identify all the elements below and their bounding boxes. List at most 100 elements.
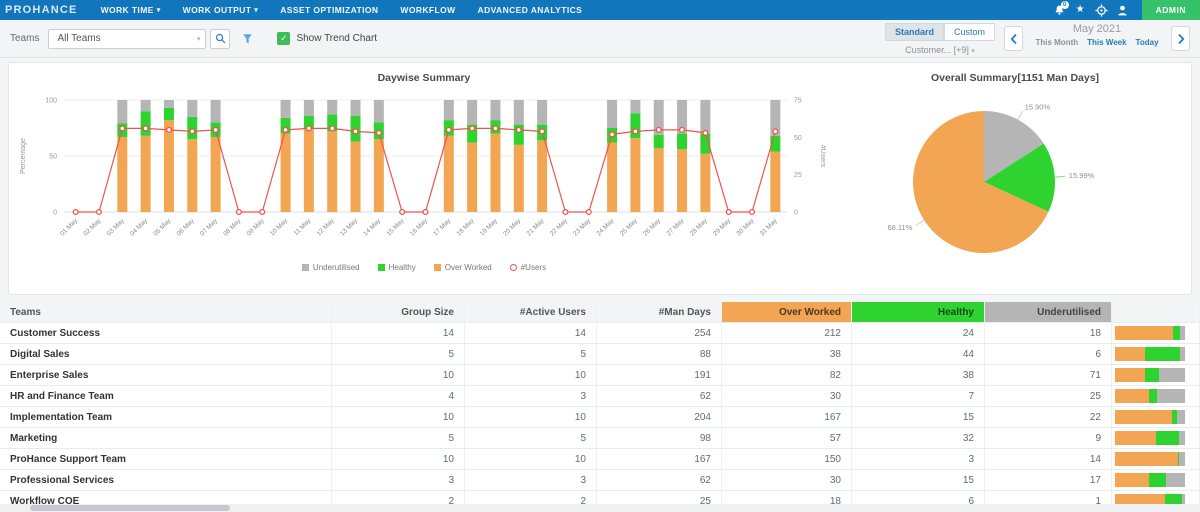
- scrollbar-thumb[interactable]: [30, 505, 230, 511]
- app-logo[interactable]: PROHANCE: [0, 4, 90, 16]
- nav-item-workflow[interactable]: WORKFLOW: [389, 0, 466, 20]
- cell-active-users: 5: [465, 344, 597, 364]
- chevron-down-icon: ▾: [157, 6, 161, 14]
- legend-item-healthy[interactable]: Healthy: [378, 263, 416, 272]
- legend-item-underutilised[interactable]: Underutilised: [302, 263, 360, 272]
- legend-label: Over Worked: [445, 263, 492, 272]
- prev-period-button[interactable]: [1004, 26, 1023, 51]
- show-trend-chart-checkbox[interactable]: ✓: [277, 32, 290, 45]
- chevron-down-icon: ▾: [971, 48, 975, 55]
- cell-group-size: 10: [332, 407, 465, 427]
- header-underutilised: Underutilised: [985, 302, 1112, 322]
- cell-underutilised: 18: [985, 323, 1112, 343]
- search-button[interactable]: [210, 29, 230, 49]
- period-link-today[interactable]: Today: [1136, 38, 1159, 47]
- user-profile-icon[interactable]: [1112, 0, 1133, 20]
- cell-healthy: 38: [852, 365, 985, 385]
- tab-custom[interactable]: Custom: [944, 23, 995, 41]
- svg-text:0: 0: [53, 210, 57, 217]
- bar-segment-underutilised: [700, 100, 710, 134]
- users-line-marker: [283, 127, 288, 132]
- users-line-marker: [400, 210, 405, 215]
- cell-team-name: Enterprise Sales: [0, 365, 332, 385]
- table-row-digital-sales[interactable]: Digital Sales558838446: [0, 344, 1200, 365]
- table-row-implementation-team[interactable]: Implementation Team10102041671522: [0, 407, 1200, 428]
- cell-team-name: HR and Finance Team: [0, 386, 332, 406]
- svg-text:75: 75: [794, 98, 802, 105]
- header-healthy: Healthy: [852, 302, 985, 322]
- teams-select[interactable]: All Teams ▾: [48, 29, 206, 49]
- cell-man-days: 167: [597, 449, 722, 469]
- bar-segment-healthy: [141, 111, 151, 136]
- svg-text:03 May: 03 May: [106, 217, 127, 238]
- top-nav: PROHANCE WORK TIME▾WORK OUTPUT▾ASSET OPT…: [0, 0, 1200, 20]
- bar-segment-underutilised: [374, 100, 384, 122]
- table-row-marketing[interactable]: Marketing559857329: [0, 428, 1200, 449]
- svg-text:28 May: 28 May: [689, 217, 710, 238]
- distribution-segment-underutilised: [1157, 389, 1185, 403]
- users-line-marker: [610, 132, 615, 137]
- svg-text:30 May: 30 May: [735, 217, 756, 238]
- users-line-marker: [470, 126, 475, 131]
- daywise-legend: Underutilised Healthy Over Worked #Users: [9, 263, 839, 272]
- filter-button[interactable]: [242, 33, 253, 45]
- cell-healthy: 15: [852, 470, 985, 490]
- period-link-this-week[interactable]: This Week: [1087, 38, 1126, 47]
- favorites-star-icon[interactable]: ★: [1070, 0, 1091, 20]
- header-man-days: #Man Days: [597, 302, 722, 322]
- notifications-bell-icon[interactable]: 0: [1049, 0, 1070, 20]
- tab-standard[interactable]: Standard: [885, 23, 944, 41]
- nav-item-work-time[interactable]: WORK TIME▾: [90, 0, 172, 20]
- table-row-professional-services[interactable]: Professional Services3362301517: [0, 470, 1200, 491]
- distribution-segment-healthy: [1173, 326, 1180, 340]
- bar-segment-underutilised: [444, 100, 454, 120]
- cell-active-users: 10: [465, 407, 597, 427]
- teams-select-value: All Teams: [57, 33, 100, 44]
- users-line-marker: [167, 127, 172, 132]
- table-row-enterprise-sales[interactable]: Enterprise Sales1010191823871: [0, 365, 1200, 386]
- distribution-bar: [1115, 368, 1185, 382]
- legend-item-users[interactable]: #Users: [510, 263, 546, 272]
- bar-segment-underutilised: [164, 100, 174, 108]
- legend-circle-swatch: [510, 264, 517, 271]
- svg-text:15 May: 15 May: [386, 217, 407, 238]
- period-block: May 2021 This MonthThis WeekToday: [1032, 23, 1162, 47]
- distribution-segment-over-worked: [1115, 368, 1145, 382]
- bar-segment-over-worked: [654, 148, 664, 212]
- bar-segment-underutilised: [327, 100, 337, 115]
- cell-man-days: 62: [597, 470, 722, 490]
- bar-segment-over-worked: [281, 134, 291, 212]
- cell-group-size: 5: [332, 344, 465, 364]
- header-over-worked: Over Worked: [722, 302, 852, 322]
- users-line-marker: [656, 127, 661, 132]
- users-line-marker: [260, 210, 265, 215]
- nav-item-work-output[interactable]: WORK OUTPUT▾: [172, 0, 270, 20]
- table-row-customer-success[interactable]: Customer Success14142542122418: [0, 323, 1200, 344]
- nav-item-asset-optimization[interactable]: ASSET OPTIMIZATION: [269, 0, 389, 20]
- users-line-marker: [540, 129, 545, 134]
- next-period-button[interactable]: [1171, 26, 1190, 51]
- svg-text:11 May: 11 May: [293, 217, 313, 237]
- overall-summary-chart: Overall Summary[1151 Man Days] 15.90%15.…: [839, 63, 1191, 294]
- period-link-this-month[interactable]: This Month: [1035, 38, 1078, 47]
- target-icon[interactable]: [1091, 0, 1112, 20]
- cell-over-worked: 30: [722, 470, 852, 490]
- svg-text:27 May: 27 May: [665, 217, 686, 238]
- admin-button[interactable]: ADMIN: [1142, 0, 1200, 20]
- legend-square-swatch: [434, 264, 441, 271]
- nav-item-advanced-analytics[interactable]: ADVANCED ANALYTICS: [467, 0, 594, 20]
- customer-filter-dropdown[interactable]: Customer... [+9] ▾: [885, 45, 995, 55]
- table-row-prohance-support-team[interactable]: ProHance Support Team1010167150314: [0, 449, 1200, 470]
- cell-distribution: [1112, 449, 1200, 469]
- bar-segment-underutilised: [351, 100, 361, 116]
- bar-segment-over-worked: [351, 141, 361, 212]
- cell-group-size: 3: [332, 470, 465, 490]
- table-row-hr-and-finance-team[interactable]: HR and Finance Team436230725: [0, 386, 1200, 407]
- svg-text:22 May: 22 May: [549, 217, 570, 238]
- bar-segment-underutilised: [490, 100, 500, 120]
- legend-item-over-worked[interactable]: Over Worked: [434, 263, 492, 272]
- users-line-marker: [516, 127, 521, 132]
- notification-count-badge: 0: [1061, 1, 1069, 9]
- cell-underutilised: 14: [985, 449, 1112, 469]
- distribution-segment-healthy: [1149, 389, 1157, 403]
